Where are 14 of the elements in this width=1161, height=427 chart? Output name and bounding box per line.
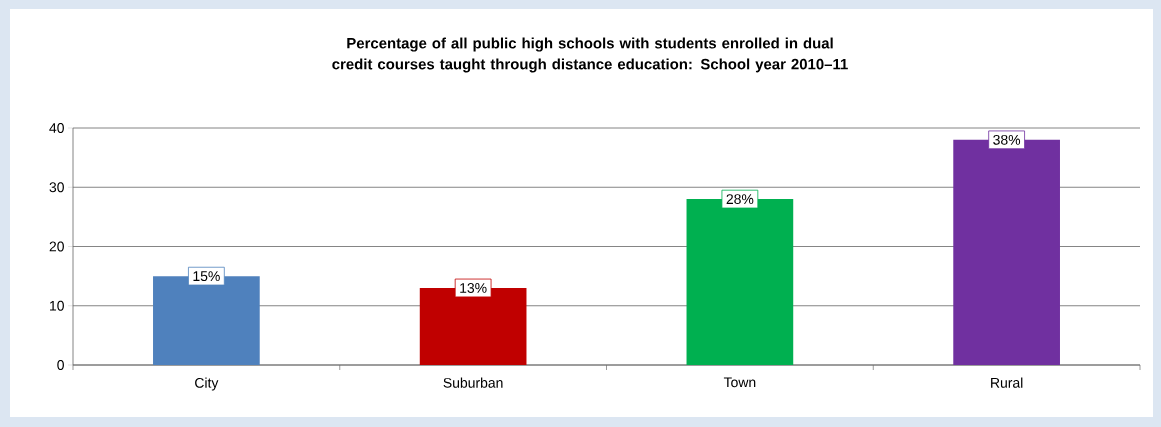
x-tick-label: City xyxy=(195,377,219,391)
data-label: 13% xyxy=(460,283,487,293)
x-tick-label: Rural xyxy=(991,377,1023,388)
x-tick-label: Town xyxy=(723,377,756,388)
y-tick-label: 10 xyxy=(50,300,64,311)
chart-title: Percentage of all public high schools with students enrolled in dual credit courses taught through distance education: School year 2010–11 xyxy=(332,37,848,73)
data-label: 28% xyxy=(726,194,754,205)
y-tick-label: 30 xyxy=(49,182,64,193)
data-label: 15% xyxy=(193,271,220,282)
y-tick-label: 40 xyxy=(49,123,64,133)
y-tick-label: 0 xyxy=(57,360,64,370)
data-label: 38% xyxy=(993,134,1021,145)
y-tick-label: 20 xyxy=(49,241,64,252)
x-tick-label: Suburban xyxy=(443,377,503,388)
